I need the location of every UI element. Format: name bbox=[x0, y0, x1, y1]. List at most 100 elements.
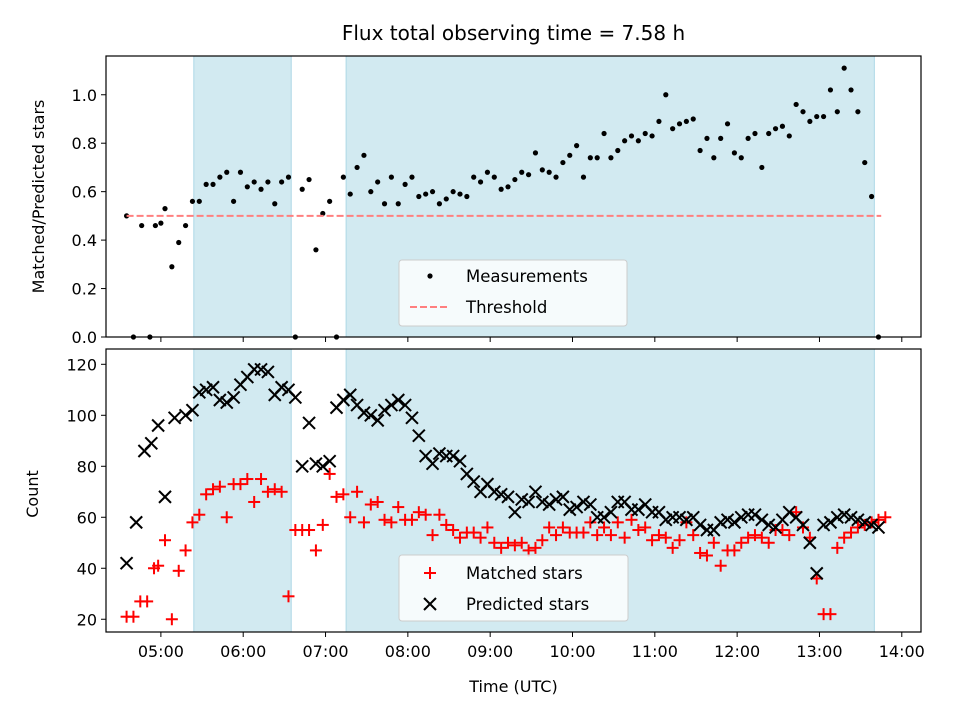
predicted-star-point bbox=[693, 518, 707, 532]
measurement-point bbox=[738, 155, 744, 161]
measurement-point bbox=[279, 179, 285, 185]
matched-star-point bbox=[652, 529, 665, 542]
matched-star-point bbox=[666, 541, 679, 554]
matched-star-point bbox=[632, 524, 645, 537]
measurement-point bbox=[375, 179, 381, 185]
predicted-star-point bbox=[158, 490, 172, 504]
matched-star-point bbox=[748, 529, 761, 542]
matched-star-point bbox=[213, 480, 226, 493]
matched-star-point bbox=[639, 521, 652, 534]
measurement-point bbox=[237, 169, 244, 175]
matched-star-point bbox=[193, 508, 206, 521]
measurement-point bbox=[869, 193, 875, 200]
matched-star-point bbox=[268, 483, 281, 496]
matched-star-point bbox=[323, 467, 336, 480]
matched-star-point bbox=[330, 490, 343, 503]
top-x-ticks bbox=[160, 337, 903, 342]
predicted-star-point bbox=[206, 380, 220, 394]
measurement-point bbox=[251, 179, 257, 185]
measurement-point bbox=[491, 174, 497, 180]
matched-star-point bbox=[316, 518, 329, 531]
measurement-point bbox=[231, 198, 237, 204]
measurement-point bbox=[203, 181, 209, 187]
measurement-point bbox=[484, 169, 491, 175]
matched-star-point bbox=[694, 546, 707, 559]
matched-star-point bbox=[879, 511, 892, 524]
matched-star-point bbox=[872, 513, 885, 526]
predicted-star-point bbox=[528, 485, 543, 499]
matched-star-point bbox=[495, 541, 508, 554]
predicted-star-point bbox=[823, 515, 838, 530]
measurement-point bbox=[759, 164, 765, 171]
predicted-star-point bbox=[178, 408, 193, 422]
matched-star-point bbox=[522, 544, 535, 557]
matched-star-point bbox=[728, 544, 741, 557]
matched-star-point bbox=[680, 516, 693, 529]
predicted-star-point bbox=[556, 490, 570, 504]
measurement-point bbox=[443, 196, 449, 202]
predicted-star-point bbox=[748, 508, 762, 522]
top-axes-frame bbox=[105, 55, 922, 338]
measurement-point bbox=[416, 193, 422, 200]
predicted-star-point bbox=[398, 398, 412, 412]
predicted-star-point bbox=[343, 388, 357, 402]
predicted-star-point bbox=[295, 459, 309, 473]
measurement-point bbox=[354, 164, 360, 171]
matched-star-point bbox=[158, 534, 171, 547]
matched-star-point bbox=[440, 518, 453, 531]
x-tick-label: 06:00 bbox=[220, 642, 266, 661]
measurement-point bbox=[608, 155, 614, 161]
predicted-star-point bbox=[405, 411, 419, 425]
predicted-star-point bbox=[226, 390, 241, 405]
predicted-star-point bbox=[322, 454, 337, 468]
matched-star-point bbox=[303, 524, 316, 537]
measurement-point bbox=[182, 222, 189, 229]
matched-star-point bbox=[646, 534, 659, 547]
matched-star-point bbox=[865, 516, 878, 529]
top-y-tick-label: 1.0 bbox=[72, 86, 97, 105]
matched-star-point bbox=[755, 531, 768, 544]
measurement-point bbox=[855, 109, 861, 115]
predicted-star-point bbox=[453, 454, 467, 468]
matched-star-point bbox=[447, 524, 460, 537]
predicted-star-point bbox=[370, 413, 385, 428]
matched-star-point bbox=[508, 539, 521, 552]
measurement-point bbox=[628, 133, 635, 139]
matched-star-point bbox=[364, 498, 377, 511]
bottom-x-axis-label: Time (UTC) bbox=[468, 677, 557, 696]
measurement-point bbox=[724, 121, 731, 127]
matched-star-point bbox=[673, 534, 686, 547]
measurement-point bbox=[306, 176, 312, 183]
predicted-star-point bbox=[604, 505, 618, 519]
matched-star-point bbox=[127, 610, 140, 623]
measurement-point bbox=[663, 92, 669, 98]
measurement-point bbox=[258, 186, 264, 192]
measurement-point bbox=[807, 118, 813, 125]
matched-star-point bbox=[707, 536, 720, 549]
predicted-star-point bbox=[119, 556, 134, 570]
top-y-axis-label: Matched/Predicted stars bbox=[29, 100, 48, 294]
measurement-point bbox=[368, 189, 374, 195]
predicted-star-point bbox=[871, 520, 886, 535]
measurement-point bbox=[834, 109, 840, 115]
measurement-point bbox=[683, 118, 689, 125]
predicted-star-point bbox=[467, 474, 481, 489]
bottom-y-tick-label: 60 bbox=[77, 508, 97, 527]
matched-star-point bbox=[481, 521, 494, 534]
matched-star-point bbox=[220, 511, 233, 524]
matched-star-point bbox=[186, 516, 199, 529]
predicted-star-point bbox=[597, 510, 611, 524]
legend-measurements-marker bbox=[427, 273, 433, 279]
matched-star-point bbox=[282, 590, 295, 603]
matched-star-point bbox=[529, 541, 542, 554]
measurement-point bbox=[772, 126, 779, 132]
measurement-point bbox=[313, 247, 319, 253]
measurement-point bbox=[697, 147, 703, 154]
matched-star-point bbox=[611, 516, 624, 529]
measurement-point bbox=[539, 167, 545, 173]
measurement-point bbox=[162, 206, 168, 212]
measurement-point bbox=[711, 155, 717, 161]
top-panel: 0.0 0.2 0.4 0.6 0.8 1.0 Flux total observing … bbox=[29, 21, 922, 347]
measurement-point bbox=[196, 198, 202, 204]
measurement-point bbox=[601, 130, 607, 137]
